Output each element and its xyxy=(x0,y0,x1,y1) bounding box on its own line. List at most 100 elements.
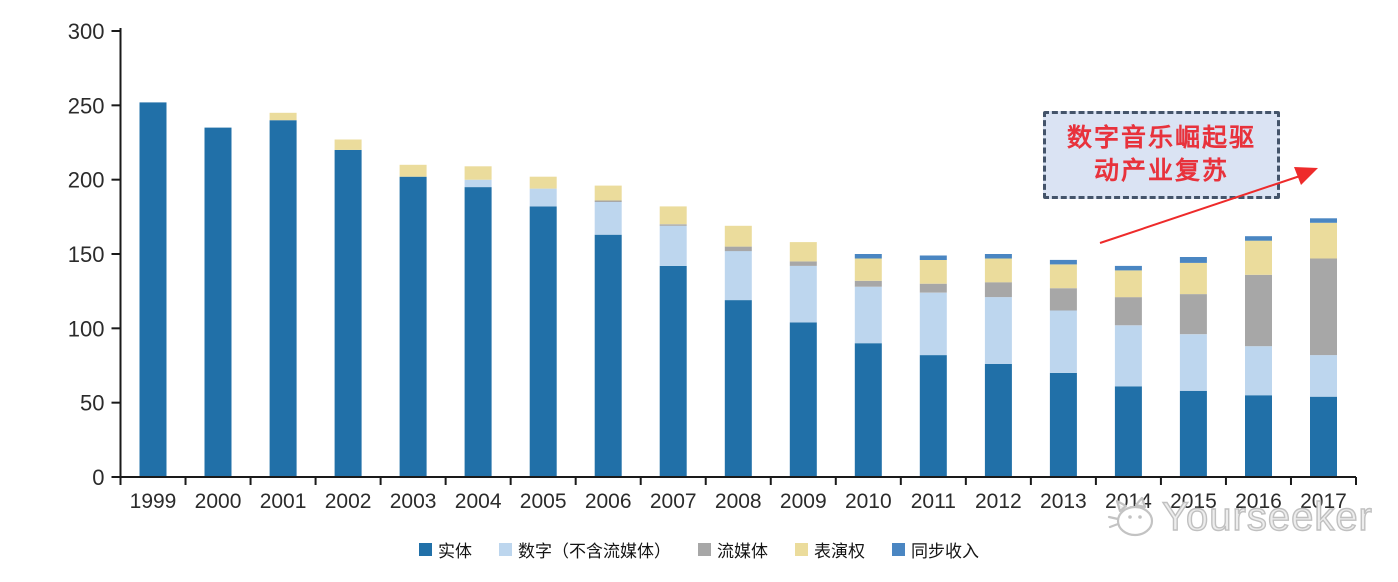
bar-segment-2015-s0 xyxy=(1179,390,1207,477)
bar-segment-2003-s0 xyxy=(399,176,427,477)
bar-segment-2013-s4 xyxy=(1049,259,1077,265)
bar-segment-2008-s2 xyxy=(724,246,752,252)
bar-segment-2016-s1 xyxy=(1245,346,1272,396)
x-tick-label: 2006 xyxy=(585,490,632,513)
watermark: Yourseeker xyxy=(1106,489,1373,545)
bar-segment-2004-s1 xyxy=(464,179,492,188)
legend-swatch xyxy=(698,543,711,556)
bar-segment-2011-s0 xyxy=(919,355,947,477)
bar-segment-2007-s0 xyxy=(659,265,687,477)
bar-segment-2011-s2 xyxy=(919,283,947,293)
legend-item: 同步收入 xyxy=(892,537,979,562)
cat-logo-icon xyxy=(1107,496,1154,537)
bar-segment-2004-s3 xyxy=(464,166,492,180)
bar-segment-2016-s3 xyxy=(1245,240,1272,275)
legend-swatch xyxy=(499,543,512,556)
bar-segment-1999-s0 xyxy=(139,102,167,478)
bar-segment-2011-s3 xyxy=(919,259,947,284)
bar-segment-2006-s1 xyxy=(594,202,622,235)
bar-segment-2009-s2 xyxy=(789,261,817,266)
x-tick-label: 2002 xyxy=(325,490,372,513)
bar-segment-2001-s3 xyxy=(269,112,297,121)
bar-segment-2008-s3 xyxy=(724,225,752,247)
bar-segment-2012-s0 xyxy=(984,364,1012,477)
x-tick-label: 2007 xyxy=(650,490,697,513)
bar-segment-2006-s3 xyxy=(594,185,622,201)
legend-label: 数字（不含流媒体） xyxy=(518,542,671,561)
x-tick-label: 2015 xyxy=(1170,490,1217,513)
legend-item: 流媒体 xyxy=(698,537,768,562)
y-tick-label: 100 xyxy=(68,316,105,341)
legend-label: 表演权 xyxy=(814,542,865,561)
y-tick-label: 250 xyxy=(68,93,105,118)
x-tick-label: 2016 xyxy=(1235,490,1282,513)
bar-segment-2010-s0 xyxy=(854,343,882,477)
chart-legend: 实体 数字（不含流媒体） 流媒体 表演权 同步收入 xyxy=(0,537,1398,562)
x-tick-label: 2012 xyxy=(975,490,1022,513)
bar-segment-2009-s3 xyxy=(789,242,817,262)
x-tick-label: 1999 xyxy=(130,490,177,513)
bar-segment-2011-s1 xyxy=(919,292,947,356)
bar-segment-2008-s1 xyxy=(724,251,752,301)
bar-segment-2008-s0 xyxy=(724,300,752,477)
bar-segment-2013-s3 xyxy=(1049,264,1077,289)
annotation-line2: 动产业复苏 xyxy=(1093,157,1229,185)
bar-segment-2013-s0 xyxy=(1049,372,1077,477)
bar-segment-2017-s1 xyxy=(1310,355,1337,397)
legend-item: 表演权 xyxy=(795,537,865,562)
bar-segment-2002-s0 xyxy=(334,149,362,477)
x-tick-label: 2011 xyxy=(911,490,956,513)
x-tick-label: 2000 xyxy=(195,490,242,513)
bar-segment-2010-s3 xyxy=(854,258,882,281)
bar-segment-2005-s0 xyxy=(529,206,557,477)
bar-segment-2015-s4 xyxy=(1179,257,1207,263)
y-tick-label: 0 xyxy=(92,465,104,490)
legend-label: 同步收入 xyxy=(911,542,979,561)
bar-segment-2009-s0 xyxy=(789,322,817,477)
bar-segment-2006-s2 xyxy=(594,200,622,202)
legend-label: 实体 xyxy=(438,542,472,561)
x-tick-label: 2017 xyxy=(1300,490,1347,513)
x-tick-label: 2001 xyxy=(260,490,307,513)
bar-segment-2017-s3 xyxy=(1310,222,1337,259)
x-tick-label: 2009 xyxy=(780,490,827,513)
bar-segment-2001-s0 xyxy=(269,120,297,477)
y-tick-label: 50 xyxy=(80,391,104,416)
annotation-box: 数字音乐崛起驱 动产业复苏 xyxy=(1043,111,1280,199)
bar-segment-2010-s4 xyxy=(854,254,882,259)
bar-segment-2015-s3 xyxy=(1179,262,1207,295)
bar-segment-2004-s0 xyxy=(464,187,492,477)
y-tick-label: 150 xyxy=(68,242,105,267)
bar-segment-2015-s1 xyxy=(1179,334,1207,391)
x-tick-label: 2003 xyxy=(390,490,437,513)
bar-segment-2015-s2 xyxy=(1179,294,1207,335)
bar-segment-2005-s3 xyxy=(529,176,557,189)
bar-segment-2014-s0 xyxy=(1114,386,1142,477)
annotation-line1: 数字音乐崛起驱 xyxy=(1066,124,1256,152)
bar-segment-2014-s2 xyxy=(1114,297,1142,326)
bar-segment-2014-s4 xyxy=(1114,265,1142,271)
bar-segment-2012-s1 xyxy=(984,297,1012,364)
bar-segment-2007-s2 xyxy=(659,224,687,226)
bar-segment-2010-s1 xyxy=(854,286,882,344)
legend-label: 流媒体 xyxy=(717,542,768,561)
x-tick-label: 2004 xyxy=(455,490,502,513)
bar-segment-2017-s0 xyxy=(1310,396,1337,477)
watermark-text: Yourseeker xyxy=(1161,494,1373,539)
bar-segment-2013-s1 xyxy=(1049,310,1077,373)
legend-swatch xyxy=(419,543,432,556)
bar-segment-2014-s1 xyxy=(1114,325,1142,387)
bar-segment-2017-s4 xyxy=(1310,218,1337,223)
x-tick-label: 2010 xyxy=(845,490,892,513)
legend-swatch xyxy=(892,543,905,556)
bar-segment-2003-s3 xyxy=(399,164,427,177)
bar-segment-2005-s1 xyxy=(529,188,557,207)
bar-segment-2013-s2 xyxy=(1049,288,1077,311)
bar-segment-2007-s3 xyxy=(659,206,687,225)
bar-segment-2012-s3 xyxy=(984,258,1012,283)
bar-segment-2014-s3 xyxy=(1114,270,1142,298)
y-tick-label: 200 xyxy=(68,168,105,193)
bar-segment-2006-s0 xyxy=(594,234,622,477)
